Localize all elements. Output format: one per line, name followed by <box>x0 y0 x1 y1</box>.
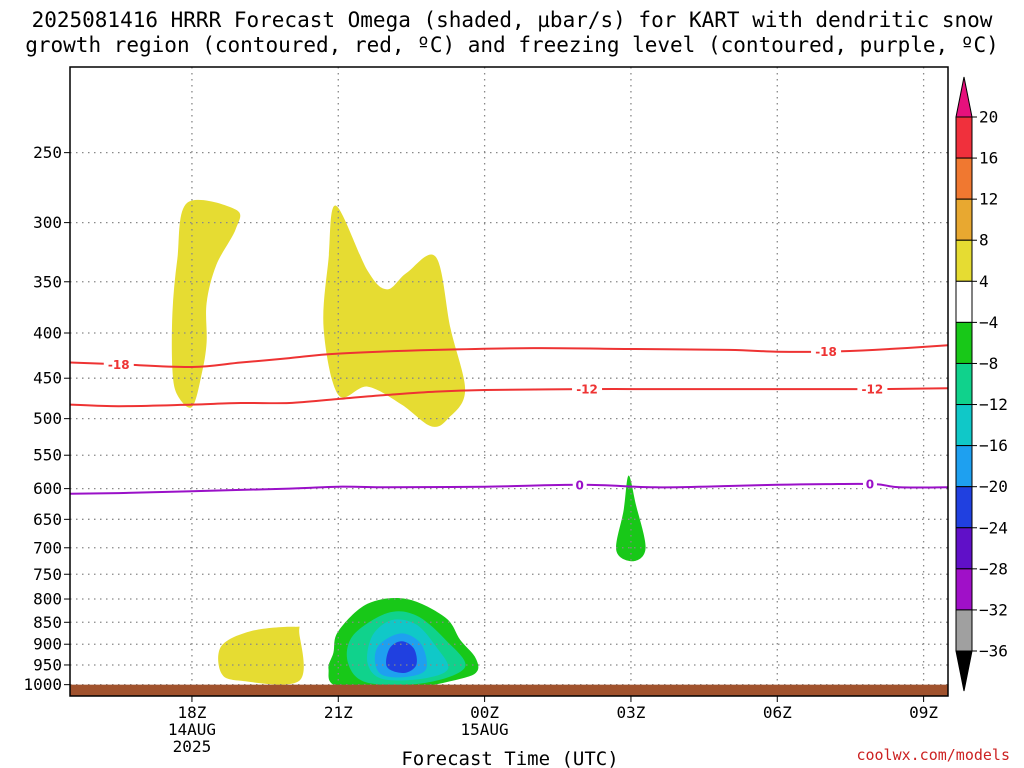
colorbar-label-5: −4 <box>979 313 998 332</box>
colorbar-bin-6 <box>955 362 973 406</box>
colorbar-label-12: −32 <box>979 600 1008 619</box>
y-tick-label-500: 500 <box>33 409 62 428</box>
chart-title-line-1: 2025081416 HRRR Forecast Omega (shaded, … <box>31 8 993 32</box>
colorbar: 20 16 12 8 4 −4 −8 −12 −16 −20 −24 −28 −32 −36 <box>955 76 1008 692</box>
colorbar-label-7: −12 <box>979 395 1008 414</box>
x-tick-label-1: 21Z <box>324 703 353 722</box>
colorbar-label-9: −20 <box>979 477 1008 496</box>
contour-label-1-0: -12 <box>576 383 598 397</box>
colorbar-label-13: −36 <box>979 642 1008 661</box>
colorbar-label-4: 4 <box>979 272 989 291</box>
y-tick-label-400: 400 <box>33 324 62 343</box>
x-tick-label-5: 09Z <box>909 703 938 722</box>
y-tick-label-350: 350 <box>33 272 62 291</box>
y-tick-label-750: 750 <box>33 565 62 584</box>
y-tick-label-1000: 1000 <box>23 675 62 694</box>
x-tick-label-0: 18Z <box>177 703 206 722</box>
x-axis-label: Forecast Time (UTC) <box>401 748 618 768</box>
colorbar-under-arrow <box>955 650 973 692</box>
colorbar-bin-3 <box>955 239 973 282</box>
y-tick-label-600: 600 <box>33 479 62 498</box>
contour-label-1-1: -12 <box>862 383 884 397</box>
colorbar-label-8: −16 <box>979 436 1008 455</box>
y-tick-label-300: 300 <box>33 213 62 232</box>
ground-band <box>70 684 948 696</box>
contour-label-bg-1-0 <box>572 382 603 397</box>
colorbar-label-2: 12 <box>979 190 998 209</box>
omega-region-8 <box>386 641 417 674</box>
omega-region-1 <box>323 205 466 427</box>
colorbar-bin-2 <box>955 198 973 241</box>
contour-label-2-1: 0 <box>866 478 874 492</box>
credit-link[interactable]: coolwx.com/models <box>856 746 1010 764</box>
x-tick-label-4: 06Z <box>763 703 792 722</box>
colorbar-label-0: 20 <box>979 108 998 127</box>
y-tick-label-650: 650 <box>33 510 62 529</box>
colorbar-bin-11 <box>955 568 973 611</box>
y-tick-label-550: 550 <box>33 446 62 465</box>
axes-layer: 250 300 350 400 450 500 550 600 650 700 750 800 850 9… <box>23 66 949 756</box>
colorbar-bin-9 <box>955 486 973 529</box>
x-tick-date-0: 14AUG <box>168 720 216 739</box>
colorbar-bin-7 <box>955 404 973 447</box>
omega-shading-layer <box>171 199 646 690</box>
y-tick-label-800: 800 <box>33 590 62 609</box>
ground-layer <box>70 684 948 696</box>
contour-label-bg-2-1 <box>862 477 877 492</box>
colorbar-bin-0 <box>955 116 973 159</box>
y-tick-label-250: 250 <box>33 143 62 162</box>
omega-region-0 <box>171 199 241 408</box>
colorbar-label-1: 16 <box>979 149 998 168</box>
x-tick-label-3: 03Z <box>616 703 645 722</box>
contour-label-2-0: 0 <box>576 478 584 492</box>
contour-label-bg-1-1 <box>857 382 888 397</box>
contour-line-1 <box>69 387 949 408</box>
x-tick-label-2: 00Z <box>470 703 499 722</box>
colorbar-bin-10 <box>955 527 973 570</box>
contour-line-2 <box>69 482 949 495</box>
chart-title-line-2: growth region (contoured, red, ºC) and f… <box>25 33 999 57</box>
x-tick-year-0: 2025 <box>173 737 212 756</box>
y-tick-label-850: 850 <box>33 613 62 632</box>
grid-lines <box>70 67 948 696</box>
colorbar-label-3: 8 <box>979 231 989 250</box>
colorbar-bin-8 <box>955 445 973 488</box>
colorbar-label-6: −8 <box>979 354 998 373</box>
contour-label-bg-0-0 <box>103 357 134 372</box>
contour-layer: -18 -18 -12 -12 0 0 <box>69 344 949 495</box>
y-tick-label-700: 700 <box>33 538 62 557</box>
contour-label-bg-0-1 <box>811 344 842 359</box>
contour-label-bg-2-0 <box>572 477 587 492</box>
y-tick-label-900: 900 <box>33 635 62 654</box>
omega-region-2 <box>218 626 304 685</box>
contour-label-0-0: -18 <box>108 358 130 372</box>
x-tick-date-2: 15AUG <box>461 720 509 739</box>
colorbar-bin-5 <box>955 321 973 364</box>
colorbar-bin-12 <box>955 609 973 652</box>
y-tick-label-950: 950 <box>33 655 62 674</box>
colorbar-label-11: −28 <box>979 559 1008 578</box>
plot-frame <box>69 66 949 697</box>
colorbar-bin-4 <box>955 280 973 323</box>
colorbar-over-arrow <box>955 76 973 118</box>
chart-title: 2025081416 HRRR Forecast Omega (shaded, … <box>0 8 1024 58</box>
colorbar-label-10: −24 <box>979 518 1008 537</box>
colorbar-bin-1 <box>955 157 973 200</box>
contour-label-0-1: -18 <box>815 345 837 359</box>
y-tick-label-450: 450 <box>33 369 62 388</box>
